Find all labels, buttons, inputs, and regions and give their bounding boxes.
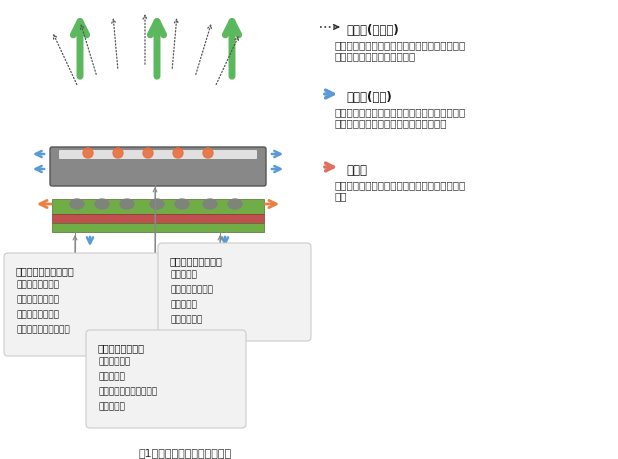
Text: （ホット・スポット）: （ホット・スポット） [98,386,157,395]
Text: 使用環境による影響: 使用環境による影響 [170,256,223,265]
Text: 図1　放熱経路と熱抵抗の要因: 図1 放熱経路と熱抵抗の要因 [138,447,232,457]
FancyBboxPatch shape [50,148,266,187]
FancyBboxPatch shape [158,243,311,341]
Bar [52,224,264,233]
Ellipse shape [150,200,164,210]
Text: 熱放射(ふく射): 熱放射(ふく射) [346,24,399,37]
Circle shape [113,149,123,159]
Text: ・実装基板の構造: ・実装基板の構造 [170,285,213,293]
Circle shape [203,149,213,159]
Text: ・ヒート・スプレッダ: ・ヒート・スプレッダ [16,325,70,333]
Text: ・チップ面積: ・チップ面積 [98,356,130,365]
Bar [52,214,264,224]
Text: ・発熱分布: ・発熱分布 [98,371,125,380]
Text: チップによる影響: チップによる影響 [98,342,145,352]
Ellipse shape [175,200,189,210]
Circle shape [143,149,153,159]
Text: 固体面から流体に熱伝導で伝わり、熱を受けた
流体が移動することで熱も移動する現象: 固体面から流体に熱伝導で伝わり、熱を受けた 流体が移動することで熱も移動する現象 [334,107,465,129]
Text: 物体から、熱エネルギーが電磁波という形で放
射されることによる伝熱現象: 物体から、熱エネルギーが電磁波という形で放 射されることによる伝熱現象 [334,40,465,62]
Ellipse shape [70,200,84,210]
Text: パッケージによる影響: パッケージによる影響 [16,265,75,275]
Circle shape [83,149,93,159]
FancyBboxPatch shape [4,253,164,356]
Text: 熱伝達(対流): 熱伝達(対流) [346,91,392,104]
Ellipse shape [203,200,217,210]
Ellipse shape [228,200,242,210]
Text: 熱伝導: 熱伝導 [346,164,367,177]
Bar [52,200,264,214]
Text: 分子間の振動、もしくは自由電子による熱移動
現象: 分子間の振動、もしくは自由電子による熱移動 現象 [334,179,465,201]
Text: ・雰囲気温度: ・雰囲気温度 [170,314,202,323]
Text: ・実装密度: ・実装密度 [170,299,197,308]
Text: ・パッケージ構造: ・パッケージ構造 [16,294,59,303]
Text: ・消費電力: ・消費電力 [98,401,125,410]
Ellipse shape [120,200,134,210]
Text: ・冷却条件: ・冷却条件 [170,269,197,279]
FancyBboxPatch shape [86,330,246,428]
Text: ・パッケージ寸法: ・パッケージ寸法 [16,309,59,318]
Ellipse shape [95,200,109,210]
Text: ・パッケージ材料: ・パッケージ材料 [16,280,59,288]
FancyBboxPatch shape [59,151,257,160]
Circle shape [173,149,183,159]
